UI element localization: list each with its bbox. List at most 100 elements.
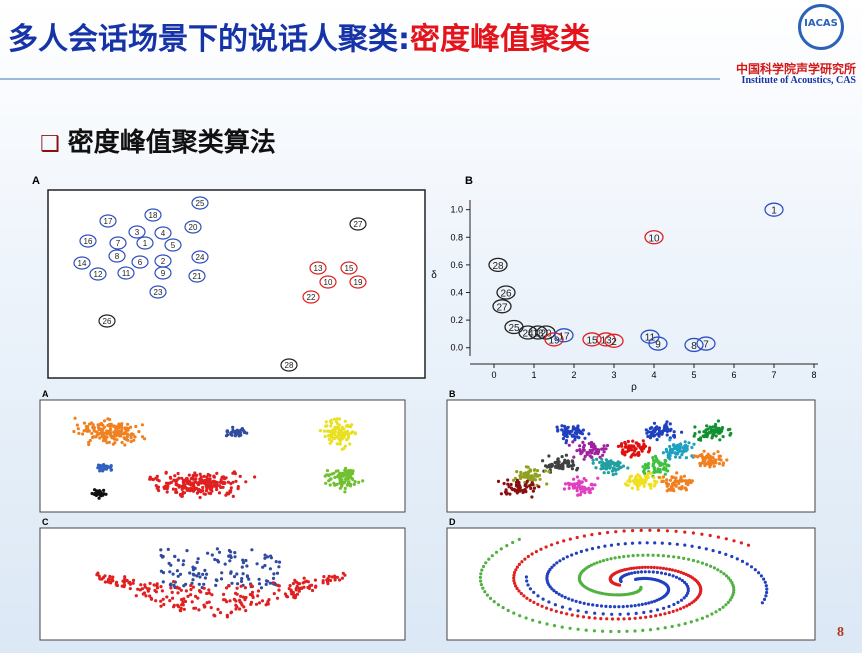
cluster-dot: [674, 484, 678, 488]
cluster-dot: [133, 435, 137, 439]
cluster-dot: [336, 432, 340, 436]
cluster-dot: [661, 462, 665, 466]
cluster-dot: [490, 554, 494, 558]
cluster-dot: [91, 425, 95, 429]
cluster-dot: [205, 572, 209, 576]
cluster-dot: [538, 620, 542, 624]
cluster-dot: [180, 494, 184, 498]
cluster-dot: [679, 570, 683, 575]
cluster-dot: [275, 596, 280, 600]
cluster-dot: [595, 603, 599, 608]
cluster-dot: [626, 554, 630, 558]
cluster-dot: [652, 484, 656, 488]
cluster-dot: [238, 474, 242, 478]
cluster-dot: [671, 450, 675, 454]
cluster-dot: [244, 609, 248, 613]
cluster-dot: [182, 559, 186, 563]
cluster-dot: [647, 570, 651, 574]
point-circle: [136, 236, 154, 250]
point-label: 19: [354, 278, 363, 287]
cluster-dot: [100, 493, 104, 497]
cluster-dot: [212, 474, 216, 478]
cluster-dot: [332, 431, 336, 435]
cluster-dot: [347, 472, 351, 476]
cluster-dot: [176, 603, 180, 607]
cluster-dot: [593, 451, 597, 456]
cluster-dot: [532, 486, 537, 490]
cluster-dot: [150, 477, 154, 481]
point-circle: [188, 269, 206, 283]
cluster-dot: [574, 427, 578, 432]
cluster-dot: [709, 564, 713, 568]
cluster-dot: [554, 590, 559, 595]
cluster-dot: [197, 608, 201, 612]
cluster-dot: [716, 427, 720, 431]
cluster-dot: [571, 460, 575, 464]
cluster-dot: [118, 429, 122, 433]
point-label: 11: [645, 333, 656, 344]
cluster-dot: [700, 616, 705, 620]
cluster-dot: [98, 436, 102, 440]
cluster-dot: [732, 585, 736, 590]
header-rule: [0, 78, 720, 80]
cluster-dot: [690, 544, 694, 548]
cluster-dot: [99, 421, 103, 426]
cluster-dot: [573, 438, 577, 442]
cluster-dot: [154, 590, 158, 594]
cluster-dot: [206, 479, 210, 484]
cluster-dot: [598, 560, 602, 564]
cluster-dot: [227, 548, 231, 553]
cluster-dot: [637, 566, 642, 570]
cluster-dot: [499, 547, 503, 551]
cluster-dot: [567, 597, 571, 601]
cluster-dot: [677, 444, 682, 448]
cluster-dot: [205, 485, 209, 489]
cluster-dot: [90, 431, 94, 435]
cluster-dot: [184, 589, 188, 593]
cluster-dot: [216, 607, 220, 612]
cluster-dot: [202, 474, 206, 478]
cluster-dot: [617, 593, 621, 597]
cluster-dot: [700, 561, 705, 565]
cluster-dot: [716, 419, 721, 423]
cluster-dot: [578, 600, 582, 605]
cluster-dot: [505, 544, 509, 548]
cluster-dot: [518, 474, 522, 478]
cluster-dot: [154, 476, 158, 480]
cluster-dot: [222, 592, 226, 597]
cluster-dot: [693, 432, 697, 436]
cluster-dot: [521, 474, 526, 478]
cluster-dot: [172, 583, 176, 588]
cluster-dot: [171, 572, 175, 576]
cluster-dot: [343, 573, 347, 577]
cluster-dot: [98, 463, 102, 468]
cluster-dot: [570, 598, 574, 602]
cluster-dot: [622, 529, 626, 533]
x-tick-label: 6: [731, 370, 736, 380]
cluster-dot: [84, 424, 88, 429]
cluster-dot: [617, 555, 621, 559]
cluster-dot: [108, 432, 112, 437]
cluster-dot: [263, 553, 267, 557]
cluster-dot: [139, 583, 143, 587]
cluster-dot: [144, 594, 148, 598]
cluster-dot: [97, 496, 101, 500]
cluster-dot: [333, 574, 337, 578]
x-tick-label: 0: [491, 370, 496, 380]
decision-point: [648, 336, 668, 351]
cluster-dot: [623, 450, 627, 454]
cluster-dot: [570, 467, 575, 471]
point-label: 11: [122, 269, 131, 278]
cluster-dot: [646, 430, 651, 434]
cluster-dot: [205, 591, 209, 596]
cluster-dot: [202, 492, 206, 496]
cluster-dot: [191, 578, 195, 582]
cluster-dot: [507, 485, 511, 489]
cluster-dot: [565, 612, 569, 616]
cluster-dot: [617, 629, 621, 634]
point-circle: [117, 266, 135, 280]
cluster-dot: [652, 470, 656, 474]
cluster-dot: [656, 467, 660, 471]
cluster-dot: [352, 482, 356, 486]
cluster-dot: [122, 585, 126, 589]
